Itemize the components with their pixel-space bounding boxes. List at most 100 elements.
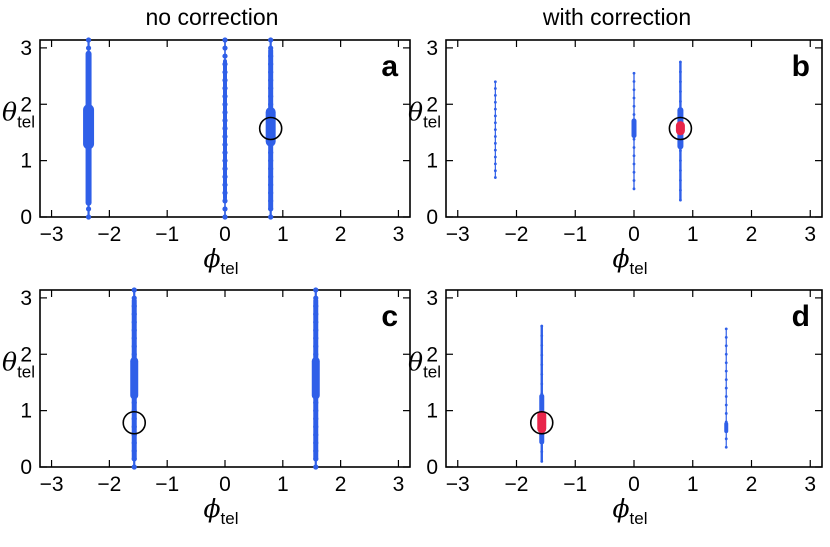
highlight-cluster <box>537 410 547 434</box>
column-title-no-correction: no correction <box>146 4 279 30</box>
target-circle <box>668 116 693 141</box>
y-tick-label: 1 <box>426 150 438 173</box>
y-tick-label: 2 <box>20 93 32 116</box>
x-tick-label: 1 <box>277 473 289 496</box>
data-point <box>679 60 682 64</box>
y-tick-label: 0 <box>20 206 32 229</box>
data-point <box>493 100 497 104</box>
data-point <box>632 88 636 92</box>
y-axis-subscript: tel <box>17 363 35 382</box>
data-point <box>493 114 497 118</box>
data-point <box>540 363 544 367</box>
data-point <box>632 146 636 149</box>
data-point <box>632 96 636 100</box>
data-point <box>493 169 497 173</box>
y-axis-label: θtel <box>408 98 441 132</box>
data-point <box>724 327 728 331</box>
column-title-with-correction: with correction <box>542 4 691 30</box>
data-point <box>632 187 636 191</box>
data-point <box>131 464 137 470</box>
x-tick-label: 0 <box>628 473 640 496</box>
x-tick-label: −2 <box>97 223 121 246</box>
x-axis-subscript: tel <box>630 259 648 278</box>
x-tick-label: −3 <box>40 223 64 246</box>
data-point <box>724 378 728 382</box>
data-point <box>679 80 682 84</box>
x-tick-label: −3 <box>446 223 470 246</box>
x-tick-label: 2 <box>746 223 758 246</box>
x-tick-label: 3 <box>804 223 816 246</box>
data-cluster <box>311 357 320 400</box>
data-point <box>540 324 544 328</box>
target-circle <box>529 410 554 435</box>
y-tick-label: 2 <box>20 343 32 366</box>
y-axis-label: θtel <box>2 348 35 382</box>
x-tick-label: −1 <box>563 223 587 246</box>
data-point <box>724 403 728 407</box>
data-point <box>268 214 274 220</box>
x-tick-label: −1 <box>155 473 179 496</box>
data-point <box>222 214 228 220</box>
data-point <box>493 162 497 166</box>
data-point <box>724 335 728 339</box>
data-point <box>222 37 228 43</box>
data-point <box>632 104 636 108</box>
y-tick-label: 0 <box>20 456 32 479</box>
data-point <box>632 80 636 83</box>
data-point <box>679 90 682 93</box>
data-point <box>493 121 497 125</box>
y-tick-label: 1 <box>20 150 32 173</box>
x-axis-symbol: ϕ <box>203 494 220 523</box>
panel-label: a <box>381 50 398 83</box>
y-axis-symbol: θ <box>408 348 423 377</box>
x-axis-symbol: ϕ <box>612 494 629 523</box>
x-tick-label: 2 <box>335 473 347 496</box>
x-tick-label: 0 <box>628 223 640 246</box>
x-tick-label: 0 <box>219 473 231 496</box>
data-point <box>724 395 728 398</box>
x-tick-label: 3 <box>804 473 816 496</box>
data-point <box>724 361 728 365</box>
plot-frame <box>445 289 823 468</box>
data-point <box>724 437 728 441</box>
y-axis-symbol: θ <box>408 98 423 127</box>
x-tick-label: 1 <box>687 473 699 496</box>
data-point <box>493 176 497 179</box>
data-point <box>679 169 682 172</box>
x-tick-label: 1 <box>687 223 699 246</box>
data-cluster <box>223 59 227 201</box>
y-tick-label: 1 <box>426 400 438 423</box>
data-point <box>540 459 544 463</box>
x-axis-label: ϕtel <box>203 244 238 278</box>
data-point <box>540 334 544 338</box>
data-point <box>493 107 497 111</box>
x-axis-label: ϕtel <box>203 494 238 528</box>
data-cluster <box>724 421 729 434</box>
y-tick-label: 1 <box>20 400 32 423</box>
target-circle <box>258 116 283 141</box>
data-point <box>632 113 636 116</box>
y-axis-label: θtel <box>408 348 441 382</box>
x-axis-subscript: tel <box>221 259 239 278</box>
x-axis-symbol: ϕ <box>612 244 629 273</box>
data-point <box>493 94 497 97</box>
x-axis-subscript: tel <box>630 509 648 528</box>
x-tick-label: −3 <box>40 473 64 496</box>
data-point <box>493 135 497 138</box>
data-point <box>679 149 682 153</box>
data-point <box>724 412 728 415</box>
data-point <box>540 382 544 386</box>
data-cluster <box>265 107 276 147</box>
target-circle <box>122 410 147 435</box>
data-point <box>222 53 228 59</box>
y-axis-subscript: tel <box>423 363 441 382</box>
data-point <box>540 344 544 347</box>
data-point <box>493 87 497 90</box>
y-tick-label: 3 <box>426 287 438 310</box>
y-tick-label: 0 <box>426 206 438 229</box>
x-tick-label: 1 <box>277 223 289 246</box>
